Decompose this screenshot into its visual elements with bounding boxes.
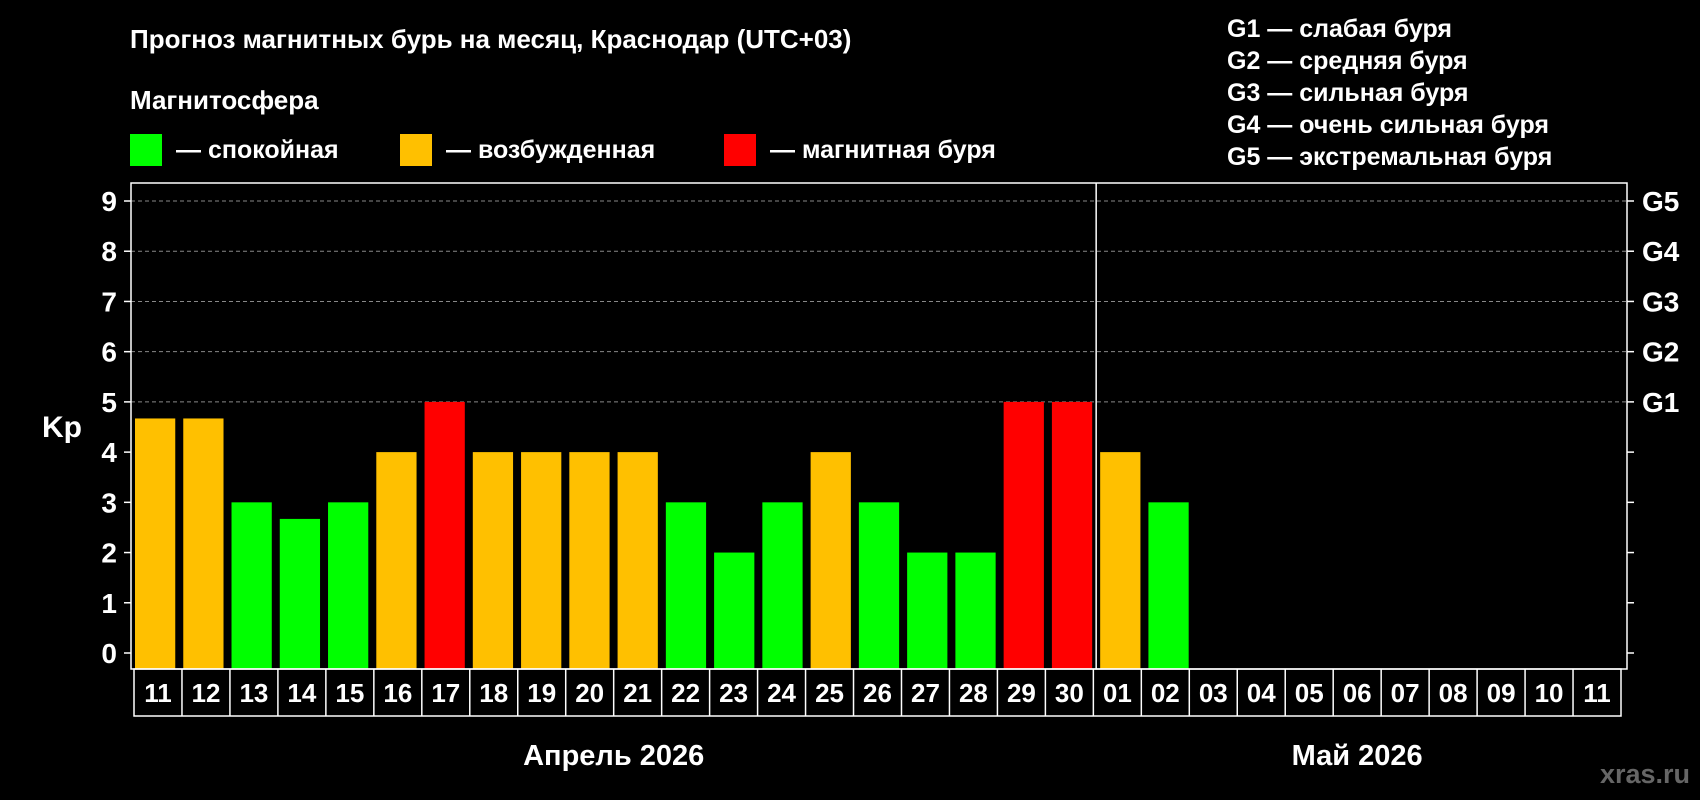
right-tick-label: G1 [1642,387,1679,418]
legend-title: Магнитосфера [130,85,319,115]
category-label: 24 [767,678,796,708]
bar [665,502,707,669]
category-label: 29 [1007,678,1036,708]
category-label: 09 [1487,678,1516,708]
category-label: 27 [911,678,940,708]
legend-label-storm: — магнитная буря [770,136,996,164]
bar [424,401,465,669]
y-tick-label: 4 [101,437,117,468]
category-label: 30 [1055,678,1084,708]
bar [328,502,369,669]
bar [907,552,948,669]
y-ticks: 0 1 2 3 4 5 6 7 8 9 [101,186,131,669]
category-row [133,668,1622,717]
g-scale-legend: G1 — слабая буря G2 — средняя буря G3 — … [1227,15,1552,171]
bar [569,452,610,669]
y-axis-label: Kp [42,411,82,444]
category-label: 08 [1439,678,1468,708]
category-label: 26 [863,678,892,708]
bar [472,452,514,669]
category-label: 19 [527,678,556,708]
right-tick-label: G4 [1642,236,1680,267]
bar [762,502,803,669]
month-label: Апрель 2026 [523,740,704,772]
category-label: 11 [1583,678,1611,708]
x-categories: 11 12 13 14 15 16 17 18 19 20 21 22 23 24 25 26 27 28 29 30… [133,668,1622,717]
category-label: 15 [335,678,364,708]
category-label: 16 [383,678,412,708]
category-label: 28 [959,678,988,708]
category-label: 21 [623,678,652,708]
bar [955,552,996,669]
y-tick-label: 1 [101,588,117,619]
legend-swatch-storm [724,134,756,166]
chart-title: Прогноз магнитных бурь на месяц, Краснод… [130,24,851,54]
category-label: 10 [1535,678,1564,708]
y-tick-label: 6 [101,337,117,368]
bar [1148,502,1189,669]
category-label: 17 [431,678,460,708]
bar [714,552,755,669]
category-label: 05 [1295,678,1324,708]
g-scale-g4: G4 — очень сильная буря [1227,111,1549,139]
category-label: 25 [815,678,844,708]
color-legend: — спокойная — возбужденная — магнитная б… [130,134,996,166]
category-label: 12 [191,678,220,708]
bars [135,401,1189,669]
bar [279,518,321,669]
bar [135,418,176,669]
y-tick-label: 8 [101,236,117,267]
category-label: 20 [575,678,604,708]
right-tick-label: G5 [1642,186,1679,217]
g-scale-g3: G3 — сильная буря [1227,79,1469,107]
category-label: 04 [1247,678,1276,708]
category-label: 11 [144,678,172,708]
bar [376,452,417,669]
bar [617,452,658,669]
category-label: 14 [287,678,316,708]
bar [1100,452,1141,669]
category-label: 07 [1391,678,1420,708]
bar [1051,401,1093,669]
category-label: 01 [1103,678,1132,708]
watermark: xras.ru [1600,759,1690,789]
legend-swatch-excited [400,134,432,166]
bar [858,502,900,669]
right-ticks: G1 G2 G3 G4 G5 [1627,186,1680,654]
y-tick-label: 2 [101,538,117,569]
category-label: 02 [1151,678,1180,708]
category-label: 03 [1199,678,1228,708]
y-tick-label: 3 [101,487,117,518]
category-label: 13 [239,678,268,708]
category-label: 18 [479,678,508,708]
bar [1003,401,1044,669]
category-label: 22 [671,678,700,708]
bar [521,452,562,669]
right-tick-label: G3 [1642,286,1679,317]
grid-lines [131,200,1627,403]
right-tick-label: G2 [1642,337,1679,368]
category-label: 23 [719,678,748,708]
y-tick-label: 9 [101,186,117,217]
category-label: 06 [1343,678,1372,708]
g-scale-g5: G5 — экстремальная буря [1227,143,1552,171]
month-labels: Апрель 2026 Май 2026 [523,740,1423,772]
y-tick-label: 0 [101,638,117,669]
g-scale-g1: G1 — слабая буря [1227,15,1452,43]
bar [183,418,224,669]
month-label: Май 2026 [1292,740,1423,772]
y-tick-label: 7 [101,286,117,317]
legend-label-calm: — спокойная [176,136,339,164]
legend-swatch-calm [130,134,162,166]
legend-label-excited: — возбужденная [446,136,655,164]
bar [810,452,851,669]
y-tick-label: 5 [101,387,117,418]
bar [231,502,272,669]
g-scale-g2: G2 — средняя буря [1227,47,1468,75]
